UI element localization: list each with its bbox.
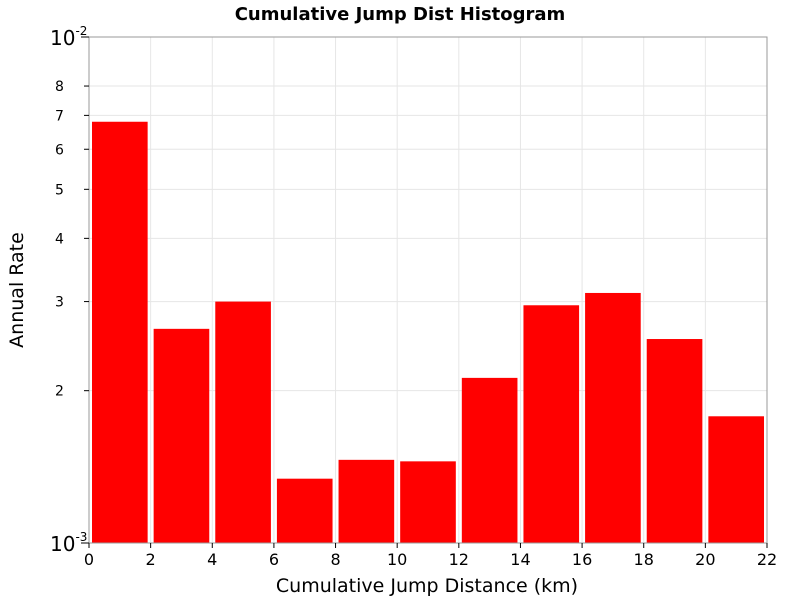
y-tick-label: 4 (55, 231, 64, 247)
y-major-tick-label: 10-3 (50, 530, 87, 556)
bars (92, 121, 764, 543)
histogram-bar (338, 459, 395, 543)
x-tick-label: 6 (269, 550, 279, 569)
y-tick-label: 5 (55, 182, 64, 198)
x-tick-label: 12 (449, 550, 469, 569)
x-tick-label: 4 (207, 550, 217, 569)
histogram-bar (523, 305, 580, 543)
x-tick-label: 10 (387, 550, 407, 569)
histogram-bar (646, 339, 703, 543)
y-tick-label: 8 (55, 79, 64, 95)
x-tick-label: 8 (330, 550, 340, 569)
y-tick-label: 2 (55, 384, 64, 400)
y-axis-label: Annual Rate (6, 232, 28, 348)
y-axis-ticks: 2 3 4 5 6 7 8 10-3 10-2 (50, 24, 89, 556)
x-tick-label: 16 (572, 550, 592, 569)
histogram-bar (153, 328, 210, 543)
plot-frame (88, 36, 768, 544)
histogram-bar (461, 377, 518, 543)
y-tick-label: 6 (55, 142, 64, 158)
histogram-bar (92, 121, 148, 543)
x-tick-label: 22 (757, 550, 777, 569)
x-tick-label: 2 (146, 550, 156, 569)
histogram-bar (708, 416, 764, 543)
histogram-bar (276, 478, 333, 543)
y-tick-label: 3 (55, 295, 64, 311)
x-axis-label: Cumulative Jump Distance (km) (276, 575, 578, 597)
histogram-bar (400, 461, 456, 543)
x-tick-label: 18 (634, 550, 654, 569)
histogram-bar (585, 292, 641, 543)
y-tick-label: 7 (55, 108, 64, 124)
y-major-tick-label: 10-2 (50, 24, 87, 50)
x-tick-label: 20 (695, 550, 715, 569)
x-axis-ticks: 0 2 4 6 8 10 12 14 16 18 20 22 (84, 543, 777, 569)
histogram-bar (215, 301, 271, 543)
x-tick-label: 0 (84, 550, 94, 569)
chart-title: Cumulative Jump Dist Histogram (235, 4, 566, 25)
x-tick-label: 14 (510, 550, 530, 569)
